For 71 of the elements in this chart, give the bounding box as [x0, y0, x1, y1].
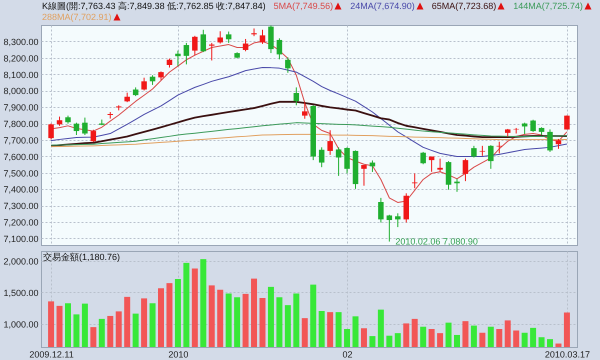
candlestick	[428, 156, 434, 172]
candlestick	[276, 38, 282, 60]
candlestick	[530, 119, 536, 132]
y-tick-label: 2,000.00	[3, 256, 38, 267]
candlestick	[318, 146, 324, 168]
candlestick	[471, 145, 477, 158]
x-tick-label: 2009.12.11	[29, 350, 74, 360]
candlestick	[386, 214, 392, 242]
candlestick	[361, 164, 367, 186]
y-tick-label: 7,300.00	[3, 201, 38, 212]
x-tick-label: 2010	[168, 350, 188, 360]
y-tick-label: 1,500.00	[3, 288, 38, 298]
y-tick-label: 7,600.00	[3, 152, 38, 162]
text: 144MA(7,725.74)	[513, 1, 584, 12]
text: 5MA(7,749.56)	[274, 1, 334, 12]
candlestick	[395, 212, 401, 228]
candlestick	[74, 122, 80, 136]
x-tick-label: 2010.03.17	[544, 350, 590, 360]
chart-title: K線圖(開:7,763.43 高:7,849.38 低:7,762.85 收:7,847.84)	[42, 1, 266, 12]
candlestick	[344, 146, 350, 174]
candlestick	[522, 122, 528, 135]
candlestick	[90, 129, 96, 143]
candlestick	[378, 197, 384, 224]
candlestick	[141, 77, 147, 92]
y-tick-label: 7,800.00	[3, 119, 38, 130]
candlestick	[454, 178, 460, 192]
text: 288MA(7,702.91)	[42, 12, 113, 23]
candlestick	[446, 160, 452, 190]
text: 24MA(7,674.90)	[350, 1, 416, 12]
candlestick	[462, 158, 468, 182]
y-tick-label: 1,000.00	[3, 319, 38, 330]
candlestick	[336, 146, 342, 176]
candlestick	[124, 92, 130, 103]
x-tick-label: 02	[342, 350, 353, 360]
candlestick	[56, 116, 62, 126]
candlestick	[260, 29, 266, 44]
candlestick	[268, 25, 274, 54]
candlestick	[370, 160, 376, 172]
chart-title: 交易金額(1,180.76)	[43, 252, 120, 262]
candlestick	[226, 31, 232, 44]
candlestick	[175, 50, 181, 67]
y-tick-label: 7,500.00	[3, 168, 38, 178]
candlestick	[150, 74, 156, 86]
candlestick	[302, 102, 308, 120]
y-tick-label: 7,900.00	[3, 102, 38, 113]
candlestick	[192, 35, 198, 56]
candlestick	[412, 172, 418, 189]
candlestick	[513, 127, 519, 134]
candlestick	[488, 144, 494, 170]
candlestick	[200, 29, 206, 53]
candlestick	[294, 86, 300, 106]
candlestick	[420, 151, 426, 165]
candlestick	[82, 117, 88, 136]
y-tick-label: 8,300.00	[3, 36, 38, 47]
y-tick-label: 7,400.00	[3, 184, 38, 195]
y-tick-label: 8,200.00	[3, 53, 38, 64]
annotation: 2010.02.06 7,080.90	[395, 236, 478, 247]
y-tick-label: 7,700.00	[3, 135, 38, 146]
candlestick	[285, 56, 291, 74]
candlestick	[242, 38, 248, 52]
y-tick-label: 8,100.00	[3, 70, 38, 80]
candlestick	[48, 123, 54, 140]
y-tick-label: 7,200.00	[3, 218, 38, 228]
y-tick-label: 8,000.00	[3, 86, 38, 96]
candlestick	[327, 130, 333, 156]
candlestick	[217, 30, 223, 44]
candlestick	[547, 128, 553, 152]
candlestick	[184, 42, 190, 65]
text: 65MA(7,723.68)	[432, 1, 498, 12]
y-tick-label: 7,100.00	[3, 234, 38, 244]
candlestick	[404, 192, 409, 224]
